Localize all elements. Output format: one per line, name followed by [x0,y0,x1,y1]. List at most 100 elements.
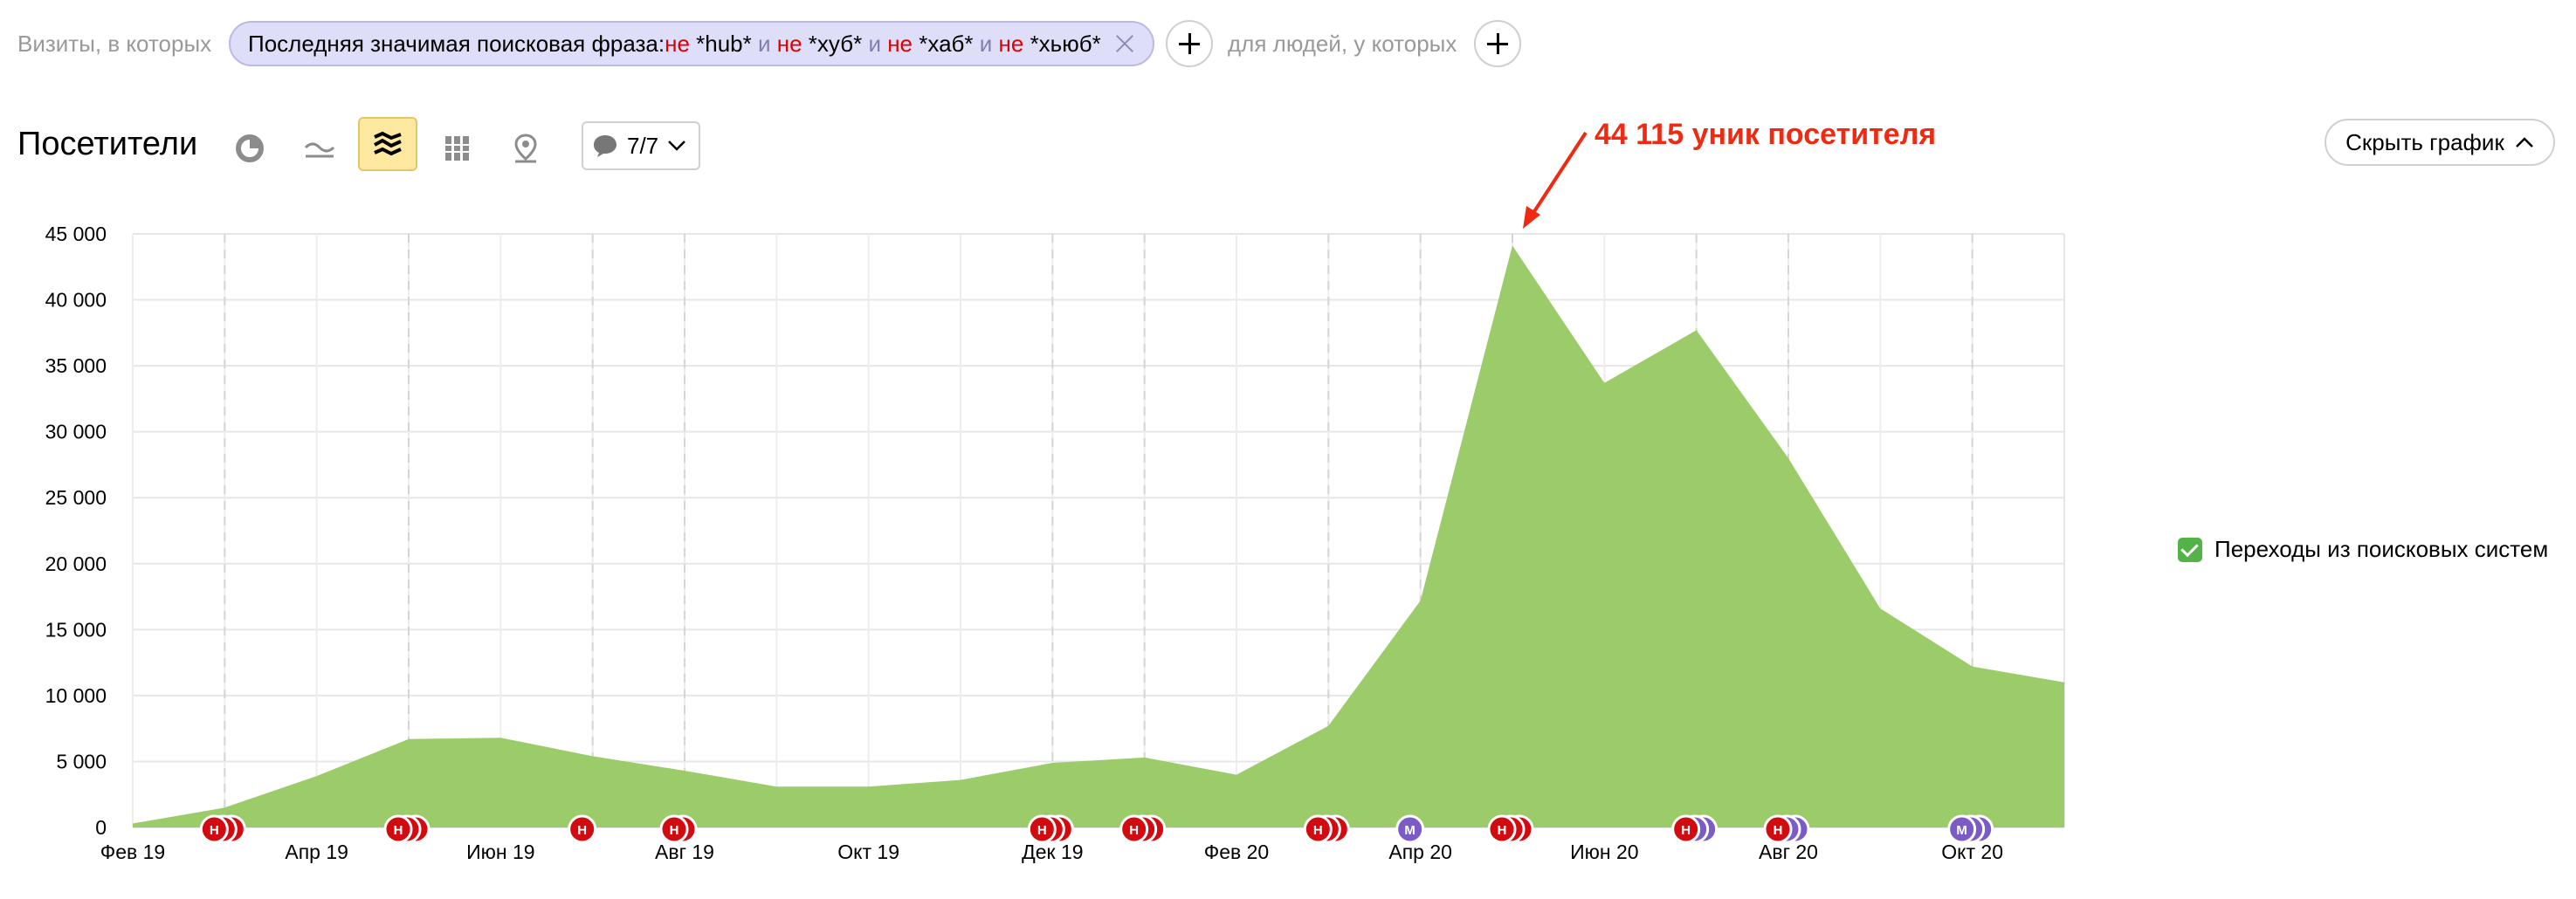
chevron-up-icon [2515,137,2533,148]
event-marker[interactable] [1395,814,1425,844]
event-marker-letter: Н [577,823,587,838]
filter-term-negation: не [770,30,802,57]
event-marker-group[interactable]: Н [568,814,597,844]
filter-term-value: *hub* [689,30,752,57]
x-axis-ticks: Фев 19 Апр 19 Июн 19 Авг 19 Окт 19 Дек 19 Фев … [100,841,2003,863]
event-marker[interactable] [199,814,229,844]
event-marker[interactable] [383,814,413,844]
x-tick-label: Июн 20 [1570,841,1638,863]
x-tick-label: Фев 20 [1204,841,1269,863]
y-tick-label: 45 000 [45,223,107,245]
event-marker-letter: Н [670,823,679,838]
x-tick-label: Фев 19 [100,841,165,863]
filter-term-conjunction: и [973,30,993,57]
x-tick-label: Июн 19 [466,841,534,863]
event-marker-letter: Н [1313,823,1323,838]
event-marker[interactable] [1303,814,1333,844]
bar-chart-icon[interactable] [430,122,486,175]
y-tick-label: 40 000 [45,289,107,312]
event-marker[interactable] [1119,814,1149,844]
filter-chip-label: Последняя значимая поисковая фраза: [248,30,665,57]
event-marker-letter: Н [394,823,403,838]
event-marker-group[interactable]: М [1947,814,1994,844]
event-marker-letter: М [1404,823,1415,838]
chart-legend-item[interactable]: Переходы из поисковых систем [2178,536,2548,563]
chart-area-layer [133,245,2064,827]
event-marker[interactable] [1671,814,1701,844]
filter-term-value: *хуб* [802,30,863,57]
y-tick-label: 15 000 [45,618,107,641]
y-tick-label: 35 000 [45,354,107,377]
series-area[interactable] [133,245,2064,827]
event-marker[interactable] [1947,814,1977,844]
filter-prefix: Визиты, в которых [17,31,212,57]
add-visit-condition-button[interactable] [1166,20,1213,67]
y-tick-label: 25 000 [45,486,107,509]
event-marker-group[interactable]: Н [1027,814,1074,844]
x-tick-label: Апр 19 [285,841,348,863]
event-marker-letter: М [1956,823,1967,838]
filter-term-value: *хьюб* [1023,30,1101,57]
speech-bubble-icon [594,135,616,157]
y-axis-ticks: 0 5 000 10 000 15 000 20 000 25 000 30 000 35 0… [45,223,107,839]
event-marker-group[interactable]: Н [1303,814,1350,844]
y-tick-label: 20 000 [45,552,107,575]
filter-term-value: *хаб* [913,30,974,57]
hide-chart-button[interactable]: Скрыть график [2325,119,2555,166]
event-marker-letter: Н [1037,823,1047,838]
y-tick-label: 10 000 [45,684,107,707]
line-chart-icon[interactable] [292,122,348,175]
map-pin-icon[interactable] [498,122,554,175]
event-marker-letter: Н [1681,823,1691,838]
event-marker-group[interactable]: М [1395,814,1425,844]
y-tick-label: 0 [95,816,107,839]
event-marker[interactable] [1487,814,1517,844]
legend-checkbox[interactable] [2178,537,2202,562]
add-user-condition-button[interactable] [1474,20,1521,67]
event-marker[interactable] [568,814,597,844]
event-marker-group[interactable]: Н [199,814,246,844]
x-tick-label: Апр 20 [1388,841,1452,863]
peak-annotation-arrow [1523,131,1588,229]
x-tick-label: Авг 20 [1759,841,1818,863]
event-marker-letter: Н [1774,823,1783,838]
area-stacked-icon[interactable] [358,117,417,171]
y-tick-label: 30 000 [45,421,107,443]
event-marker-group[interactable]: Н [383,814,430,844]
event-marker[interactable] [1027,814,1057,844]
event-marker[interactable] [1763,814,1793,844]
x-tick-label: Окт 20 [1941,841,2003,863]
page-title: Посетители [17,126,198,162]
annotations-dropdown-value: 7/7 [627,132,659,159]
pie-chart-icon[interactable] [222,122,278,175]
filter-suffix: для людей, у которых [1228,31,1457,57]
peak-annotation-text: 44 115 уник посетителя [1595,118,1937,151]
filter-term-negation: не [665,30,690,57]
event-marker-group[interactable]: Н [1119,814,1167,844]
filter-chip-terms: не *hub* и не *хуб* и не *хаб* и не *хью… [665,31,1101,58]
filter-term-negation: не [880,30,913,57]
legend-label: Переходы из поисковых систем [2214,536,2549,562]
filter-term-conjunction: и [862,30,881,57]
event-marker-group[interactable]: Н [1671,814,1718,844]
event-marker-group[interactable]: Н [659,814,698,844]
segment-filter-bar: Визиты, в которых Последняя значимая пои… [0,0,2576,87]
x-tick-label: Авг 19 [655,841,714,863]
event-marker[interactable] [659,814,689,844]
x-tick-label: Окт 19 [837,841,899,863]
annotations-dropdown[interactable]: 7/7 [582,121,700,170]
hide-chart-label: Скрыть график [2345,128,2504,155]
event-marker-letter: Н [1129,823,1139,838]
event-marker-letter: Н [1498,823,1507,838]
chevron-down-icon [668,141,686,151]
filter-term-negation: не [992,30,1024,57]
event-marker-letter: Н [210,823,219,838]
y-tick-label: 5 000 [56,750,107,772]
event-marker-group[interactable]: Н [1763,814,1810,844]
filter-chip-search-phrase[interactable]: Последняя значимая поисковая фраза: не *… [229,21,1154,66]
x-tick-label: Дек 19 [1022,841,1083,863]
filter-term-conjunction: и [751,30,771,57]
event-marker-group[interactable]: Н [1487,814,1534,844]
